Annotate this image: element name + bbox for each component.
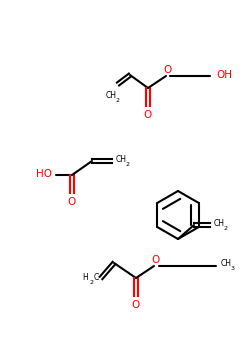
Text: 2: 2 xyxy=(224,225,228,231)
Text: 3: 3 xyxy=(231,266,235,272)
Text: O: O xyxy=(132,300,140,310)
Text: H: H xyxy=(82,273,88,281)
Text: O: O xyxy=(144,110,152,120)
Text: CH: CH xyxy=(116,154,126,163)
Text: O: O xyxy=(163,65,171,75)
Text: CH: CH xyxy=(214,218,224,228)
Text: OH: OH xyxy=(216,70,232,80)
Text: O: O xyxy=(68,197,76,207)
Text: HO: HO xyxy=(36,169,52,179)
Text: CH: CH xyxy=(220,259,232,268)
Text: O: O xyxy=(151,255,159,265)
Text: CH: CH xyxy=(106,91,117,100)
Text: C: C xyxy=(94,273,98,281)
Text: 2: 2 xyxy=(115,98,119,103)
Text: 2: 2 xyxy=(89,280,93,285)
Text: 2: 2 xyxy=(126,161,130,167)
